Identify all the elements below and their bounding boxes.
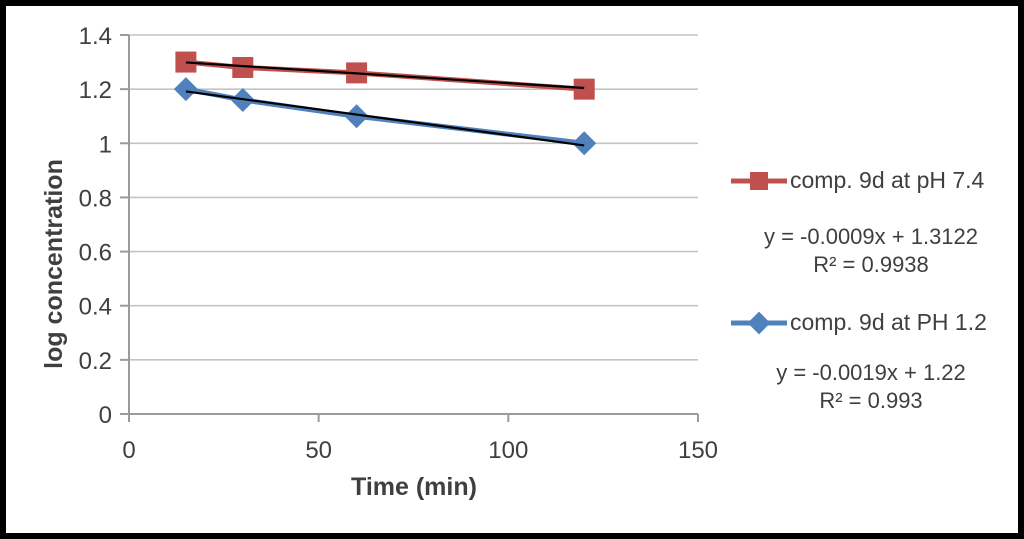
x-tick-label: 150 <box>678 437 718 464</box>
legend-item-ph1-2: comp. 9d at PH 1.2 <box>730 309 987 336</box>
trendline-1 <box>185 90 585 147</box>
square-marker <box>573 78 595 100</box>
blue-diamond-series-icon <box>731 311 787 334</box>
trendline-0 <box>185 61 585 90</box>
y-axis-title: log concentration <box>40 159 68 369</box>
x-tick-label: 100 <box>488 437 528 464</box>
legend-label: comp. 9d at pH 7.4 <box>790 167 985 193</box>
trendline-equation: y = -0.0019x + 1.22 <box>776 360 966 385</box>
x-axis-title: Time (min) <box>351 473 477 501</box>
trendline-annotation-ph1-2: y = -0.0019x + 1.22 R² = 0.993 <box>736 359 1006 415</box>
y-tick-label: 1.4 <box>79 23 112 50</box>
y-tick-label: 1.2 <box>79 77 112 104</box>
legend-label: comp. 9d at PH 1.2 <box>790 309 987 335</box>
trendline-r-squared: R² = 0.993 <box>819 388 923 413</box>
y-tick-label: 0.6 <box>79 240 112 267</box>
trendline-equation: y = -0.0009x + 1.3122 <box>763 224 979 249</box>
y-tick-label: 0 <box>99 402 112 429</box>
x-tick-label: 50 <box>305 437 332 464</box>
trendline-annotation-ph7-4: y = -0.0009x + 1.3122 R² = 0.9938 <box>736 223 1006 279</box>
trendline-r-squared: R² = 0.9938 <box>813 252 929 277</box>
x-tick-label: 0 <box>122 437 135 464</box>
legend-item-ph7-4: comp. 9d at pH 7.4 <box>730 167 984 194</box>
plot-area: 1.4 1.2 1 0.8 0.6 0.4 0.2 00 50 100 150 <box>79 23 718 464</box>
y-tick-label: 1 <box>99 131 112 158</box>
y-tick-label: 0.4 <box>79 294 112 321</box>
y-tick-label: 0.8 <box>79 185 112 212</box>
y-tick-label: 0.2 <box>79 348 112 375</box>
diamond-marker <box>344 104 369 129</box>
diamond-marker <box>173 77 198 102</box>
square-marker <box>232 56 254 78</box>
square-marker <box>175 51 197 73</box>
red-square-series-icon <box>731 171 787 190</box>
